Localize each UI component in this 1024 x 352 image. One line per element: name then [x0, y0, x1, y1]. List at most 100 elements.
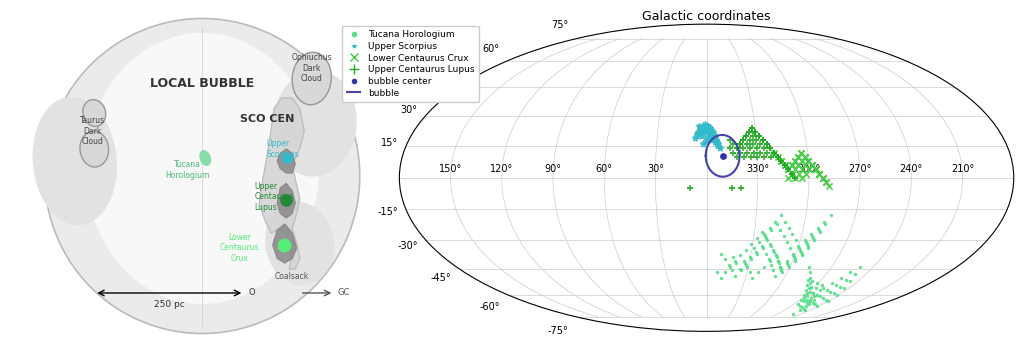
Point	[738, 264, 755, 270]
Point	[741, 270, 758, 275]
Point	[753, 150, 769, 156]
Point	[762, 146, 778, 151]
Point	[814, 285, 830, 291]
Point	[748, 129, 764, 135]
Point	[735, 137, 752, 143]
Point	[836, 285, 852, 291]
Point	[752, 142, 768, 147]
Point	[809, 292, 825, 298]
Point	[766, 150, 782, 156]
Point	[780, 175, 797, 181]
Point	[780, 264, 797, 270]
Point	[802, 298, 818, 304]
Point	[728, 146, 744, 151]
Point	[773, 266, 790, 271]
Point	[776, 162, 793, 168]
Point	[792, 303, 808, 309]
Point	[790, 301, 806, 307]
Point	[692, 127, 709, 133]
Point	[784, 251, 801, 256]
Point	[783, 162, 800, 168]
Point	[737, 247, 754, 252]
Ellipse shape	[266, 202, 334, 284]
Point	[705, 133, 721, 139]
Point	[761, 257, 777, 262]
Point	[794, 158, 810, 164]
Point	[805, 235, 821, 241]
Point	[695, 125, 712, 131]
Point	[805, 297, 821, 302]
Point	[779, 260, 796, 266]
Point	[703, 133, 720, 139]
Point	[796, 292, 812, 298]
Point	[803, 284, 819, 289]
Point	[707, 137, 723, 143]
Point	[818, 179, 835, 185]
Point	[743, 125, 760, 131]
Point	[811, 287, 827, 293]
Point	[786, 254, 803, 260]
Ellipse shape	[86, 33, 318, 303]
Point	[790, 154, 806, 159]
Point	[779, 239, 796, 245]
Point	[804, 278, 820, 284]
Point	[805, 300, 821, 306]
Point	[793, 150, 809, 156]
Polygon shape	[272, 224, 297, 263]
Text: SCO CEN: SCO CEN	[240, 114, 294, 124]
Point	[751, 133, 767, 139]
Point	[811, 171, 827, 176]
Point	[773, 158, 790, 164]
Point	[787, 237, 804, 243]
Point	[696, 127, 713, 133]
Point	[765, 268, 781, 273]
Point	[804, 162, 820, 168]
Point	[773, 158, 790, 164]
Point	[794, 253, 810, 258]
Point	[793, 297, 809, 302]
Point	[758, 235, 774, 241]
Point	[722, 146, 738, 151]
Point	[812, 294, 828, 299]
Point	[769, 154, 785, 159]
Point	[768, 253, 784, 258]
Point	[707, 133, 723, 139]
Point	[799, 290, 815, 296]
Point	[783, 171, 800, 176]
Point	[801, 166, 817, 172]
Point	[748, 129, 764, 135]
Point	[755, 137, 771, 143]
Point	[807, 301, 823, 307]
Point	[772, 227, 788, 233]
Point	[745, 150, 762, 156]
Point	[748, 129, 764, 135]
Point	[792, 247, 808, 252]
Point	[748, 137, 764, 143]
Text: Taurus
Dark
Cloud: Taurus Dark Cloud	[80, 116, 105, 146]
Point	[703, 135, 720, 141]
Point	[800, 158, 816, 164]
Point	[743, 275, 760, 281]
Point	[750, 154, 766, 159]
Point	[688, 131, 705, 137]
Text: GC: GC	[337, 289, 349, 297]
Point	[783, 162, 800, 168]
Point	[766, 150, 782, 156]
Point	[735, 146, 752, 151]
Point	[696, 121, 713, 127]
Point	[688, 133, 705, 139]
Point	[759, 142, 775, 147]
Point	[798, 239, 814, 245]
Point	[690, 131, 707, 137]
Point	[732, 268, 749, 273]
Point	[755, 137, 771, 143]
Point	[780, 166, 797, 172]
Point	[705, 137, 721, 143]
Point	[806, 294, 822, 299]
Point	[698, 123, 715, 128]
Point	[755, 137, 771, 143]
Point	[681, 186, 697, 191]
Point	[763, 227, 779, 233]
Point	[791, 171, 807, 176]
Point	[799, 282, 815, 288]
